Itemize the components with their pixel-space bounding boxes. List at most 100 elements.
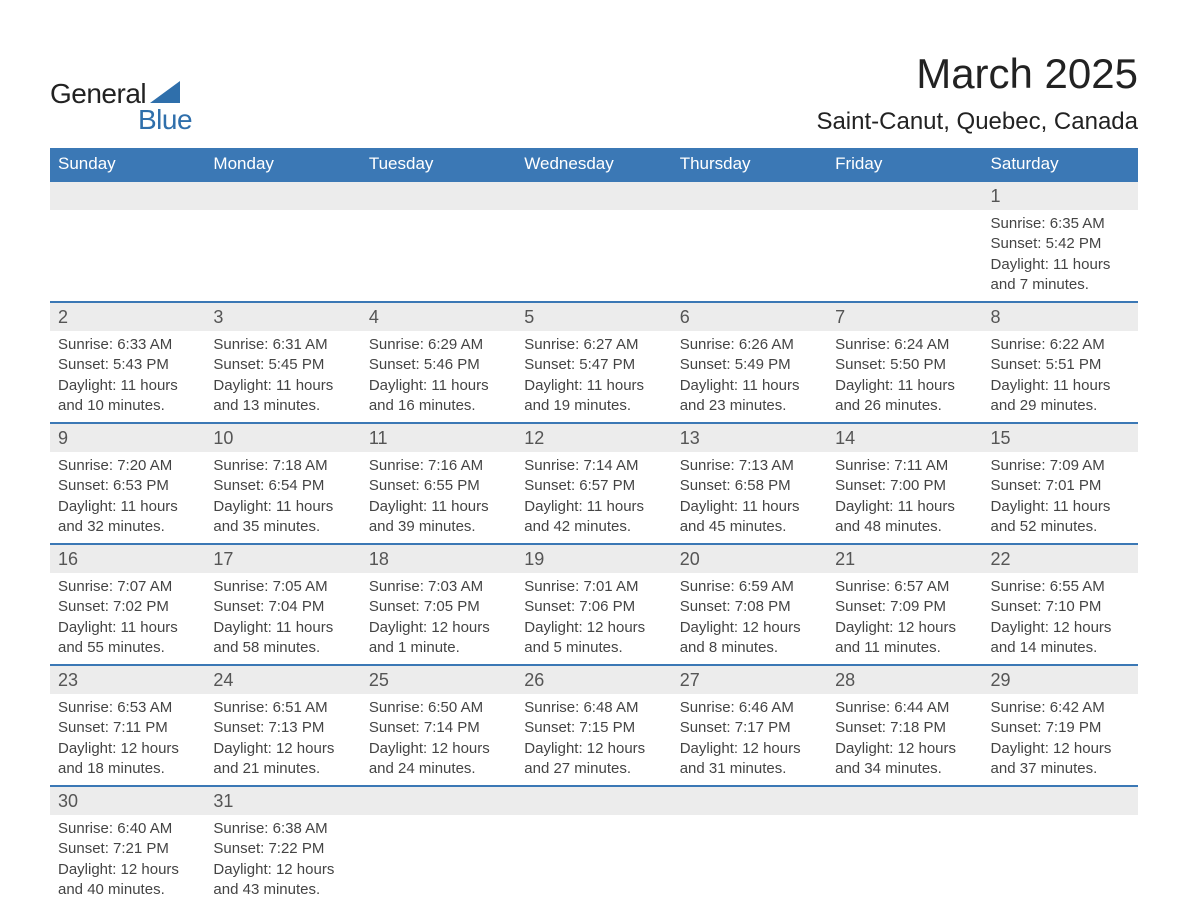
day-number-row: 9101112131415 (50, 423, 1138, 452)
day-info-cell: Sunrise: 6:33 AMSunset: 5:43 PMDaylight:… (50, 331, 205, 423)
sun-data-line: and 40 minutes. (58, 880, 197, 900)
sun-data-line: Daylight: 12 hours (835, 739, 974, 759)
sun-data-line: Daylight: 11 hours (58, 497, 197, 517)
sun-data-line: Sunset: 6:57 PM (524, 476, 663, 496)
sun-data-line: and 31 minutes. (680, 759, 819, 779)
sun-data-line: Daylight: 11 hours (369, 376, 508, 396)
day-number-cell: 6 (672, 302, 827, 331)
day-number-cell (516, 786, 671, 815)
day-number-row: 16171819202122 (50, 544, 1138, 573)
day-info-cell (361, 210, 516, 302)
day-number-cell: 24 (205, 665, 360, 694)
sun-data-line: and 27 minutes. (524, 759, 663, 779)
day-number-cell: 1 (983, 181, 1138, 210)
sun-data-line: Sunset: 7:18 PM (835, 718, 974, 738)
day-number-cell (672, 786, 827, 815)
day-info-cell: Sunrise: 7:11 AMSunset: 7:00 PMDaylight:… (827, 452, 982, 544)
sun-data-line: Sunset: 6:55 PM (369, 476, 508, 496)
day-info-cell: Sunrise: 7:20 AMSunset: 6:53 PMDaylight:… (50, 452, 205, 544)
sun-data-line: Sunrise: 6:55 AM (991, 577, 1130, 597)
sun-data-line: Sunrise: 7:05 AM (213, 577, 352, 597)
day-number-row: 1 (50, 181, 1138, 210)
sun-data-line: Daylight: 11 hours (369, 497, 508, 517)
day-number-cell: 15 (983, 423, 1138, 452)
sun-data-line: Sunset: 5:50 PM (835, 355, 974, 375)
day-info-row: Sunrise: 6:53 AMSunset: 7:11 PMDaylight:… (50, 694, 1138, 786)
sun-data-line: Daylight: 12 hours (213, 739, 352, 759)
day-number-cell: 16 (50, 544, 205, 573)
calendar-table: Sunday Monday Tuesday Wednesday Thursday… (50, 148, 1138, 906)
day-info-cell: Sunrise: 6:22 AMSunset: 5:51 PMDaylight:… (983, 331, 1138, 423)
sun-data-line: Daylight: 12 hours (835, 618, 974, 638)
sun-data-line: and 58 minutes. (213, 638, 352, 658)
day-number-cell: 3 (205, 302, 360, 331)
sun-data-line: Daylight: 12 hours (58, 860, 197, 880)
sun-data-line: Sunset: 7:19 PM (991, 718, 1130, 738)
sun-data-line: Sunset: 7:02 PM (58, 597, 197, 617)
sun-data-line: Daylight: 12 hours (58, 739, 197, 759)
day-number-cell: 10 (205, 423, 360, 452)
day-info-cell (361, 815, 516, 906)
day-info-cell (672, 210, 827, 302)
sun-data-line: Daylight: 12 hours (991, 618, 1130, 638)
day-info-cell: Sunrise: 6:42 AMSunset: 7:19 PMDaylight:… (983, 694, 1138, 786)
sun-data-line: and 5 minutes. (524, 638, 663, 658)
day-number-cell: 26 (516, 665, 671, 694)
day-number-cell: 21 (827, 544, 982, 573)
day-info-cell: Sunrise: 6:55 AMSunset: 7:10 PMDaylight:… (983, 573, 1138, 665)
sun-data-line: and 7 minutes. (991, 275, 1130, 295)
day-info-cell: Sunrise: 7:18 AMSunset: 6:54 PMDaylight:… (205, 452, 360, 544)
day-number-cell: 31 (205, 786, 360, 815)
day-number-cell (361, 181, 516, 210)
sun-data-line: and 48 minutes. (835, 517, 974, 537)
day-info-cell: Sunrise: 6:29 AMSunset: 5:46 PMDaylight:… (361, 331, 516, 423)
sun-data-line: Sunrise: 7:03 AM (369, 577, 508, 597)
sun-data-line: Sunrise: 7:14 AM (524, 456, 663, 476)
day-number-cell (361, 786, 516, 815)
sun-data-line: Daylight: 12 hours (213, 860, 352, 880)
day-number-cell: 20 (672, 544, 827, 573)
sun-data-line: Sunrise: 7:18 AM (213, 456, 352, 476)
sun-data-line: Sunrise: 7:09 AM (991, 456, 1130, 476)
day-info-cell: Sunrise: 6:40 AMSunset: 7:21 PMDaylight:… (50, 815, 205, 906)
day-number-cell: 14 (827, 423, 982, 452)
day-info-cell: Sunrise: 6:50 AMSunset: 7:14 PMDaylight:… (361, 694, 516, 786)
sun-data-line: Sunset: 7:08 PM (680, 597, 819, 617)
sun-data-line: and 11 minutes. (835, 638, 974, 658)
sun-data-line: Sunset: 6:54 PM (213, 476, 352, 496)
day-info-cell: Sunrise: 7:05 AMSunset: 7:04 PMDaylight:… (205, 573, 360, 665)
sun-data-line: Sunset: 7:09 PM (835, 597, 974, 617)
day-info-cell: Sunrise: 6:24 AMSunset: 5:50 PMDaylight:… (827, 331, 982, 423)
brand-logo: General Blue (50, 78, 192, 136)
day-info-cell (516, 815, 671, 906)
sun-data-line: Sunrise: 6:57 AM (835, 577, 974, 597)
sun-data-line: Sunrise: 6:38 AM (213, 819, 352, 839)
sun-data-line: Daylight: 11 hours (835, 497, 974, 517)
day-number-cell (827, 786, 982, 815)
sun-data-line: Daylight: 11 hours (991, 255, 1130, 275)
day-number-cell: 17 (205, 544, 360, 573)
sun-data-line: Daylight: 11 hours (213, 618, 352, 638)
day-number-cell (50, 181, 205, 210)
day-number-cell: 30 (50, 786, 205, 815)
sun-data-line: Sunrise: 6:24 AM (835, 335, 974, 355)
day-number-row: 23242526272829 (50, 665, 1138, 694)
sun-data-line: Sunrise: 6:26 AM (680, 335, 819, 355)
day-info-row: Sunrise: 6:40 AMSunset: 7:21 PMDaylight:… (50, 815, 1138, 906)
day-info-cell (50, 210, 205, 302)
sun-data-line: Daylight: 12 hours (369, 739, 508, 759)
sun-data-line: Sunrise: 6:27 AM (524, 335, 663, 355)
day-number-cell: 2 (50, 302, 205, 331)
day-info-cell: Sunrise: 6:51 AMSunset: 7:13 PMDaylight:… (205, 694, 360, 786)
sun-data-line: Sunset: 7:00 PM (835, 476, 974, 496)
weekday-header: Friday (827, 148, 982, 181)
sun-data-line: and 26 minutes. (835, 396, 974, 416)
sun-data-line: Sunset: 7:06 PM (524, 597, 663, 617)
sun-data-line: Sunrise: 6:44 AM (835, 698, 974, 718)
sun-data-line: and 35 minutes. (213, 517, 352, 537)
sun-data-line: and 42 minutes. (524, 517, 663, 537)
sun-data-line: Daylight: 12 hours (680, 618, 819, 638)
day-info-cell (205, 210, 360, 302)
sun-data-line: Sunset: 7:22 PM (213, 839, 352, 859)
sun-data-line: and 39 minutes. (369, 517, 508, 537)
